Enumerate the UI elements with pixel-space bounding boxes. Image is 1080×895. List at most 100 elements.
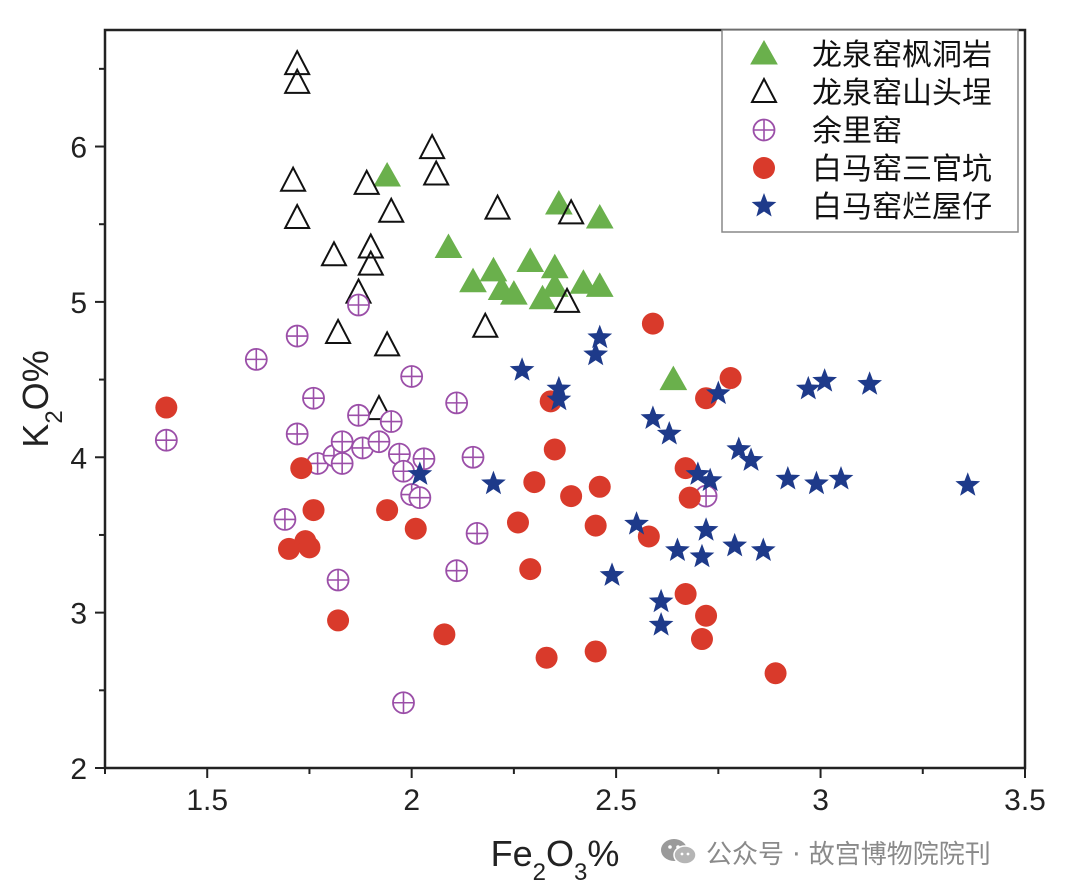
wechat-icon bbox=[661, 839, 697, 865]
y-tick-label: 3 bbox=[70, 598, 87, 631]
data-point bbox=[327, 609, 350, 632]
legend-marker bbox=[750, 76, 778, 103]
data-point bbox=[641, 312, 664, 335]
data-point bbox=[648, 612, 674, 636]
data-point bbox=[298, 536, 321, 559]
data-points bbox=[154, 49, 981, 715]
data-point bbox=[326, 568, 350, 592]
data-point bbox=[506, 511, 529, 534]
data-point bbox=[812, 368, 838, 392]
y-axis-title: K2O% bbox=[15, 350, 68, 447]
y-tick-label: 4 bbox=[70, 442, 87, 475]
data-point bbox=[244, 347, 268, 371]
data-point bbox=[373, 330, 401, 357]
legend-marker bbox=[752, 118, 776, 142]
data-point bbox=[445, 559, 469, 583]
x-tick-label: 2 bbox=[403, 784, 420, 817]
data-point bbox=[465, 521, 489, 545]
data-point bbox=[154, 428, 178, 452]
data-point bbox=[553, 286, 581, 313]
data-point bbox=[588, 475, 611, 498]
x-tick-label: 2.5 bbox=[595, 784, 637, 817]
data-point bbox=[955, 472, 981, 496]
data-point bbox=[560, 485, 583, 508]
data-point bbox=[445, 391, 469, 415]
data-point bbox=[330, 430, 354, 454]
legend-label: 白马窑三官坑 bbox=[812, 152, 992, 187]
legend-label: 龙泉窑山头埕 bbox=[812, 76, 992, 111]
data-point bbox=[535, 646, 558, 669]
data-point bbox=[569, 269, 598, 294]
data-point bbox=[674, 582, 697, 605]
data-point bbox=[483, 193, 512, 220]
data-point bbox=[587, 324, 613, 349]
watermark: 公众号 · 故宫博物院院刊 bbox=[660, 832, 991, 872]
data-point bbox=[302, 386, 325, 410]
data-point bbox=[690, 628, 713, 651]
data-point bbox=[659, 365, 688, 391]
data-point bbox=[689, 543, 715, 568]
data-point bbox=[546, 386, 572, 411]
data-point bbox=[279, 165, 307, 192]
y-tick-label: 2 bbox=[70, 753, 87, 786]
legend-marker bbox=[750, 39, 778, 65]
data-point bbox=[278, 537, 300, 560]
x-axis-title: Fe2O3% bbox=[491, 833, 620, 886]
data-point bbox=[353, 168, 381, 195]
data-point bbox=[516, 247, 545, 272]
legend-label: 余里窑 bbox=[812, 114, 902, 149]
x-tick-label: 3 bbox=[812, 784, 829, 817]
data-point bbox=[433, 623, 456, 646]
data-point bbox=[367, 430, 391, 454]
data-point bbox=[379, 410, 403, 433]
legend-item: 白马窑烂屋仔 bbox=[751, 190, 992, 225]
data-point bbox=[481, 470, 506, 495]
legend-label: 龙泉窑枫洞岩 bbox=[812, 38, 992, 73]
data-point bbox=[519, 558, 542, 581]
data-point bbox=[404, 517, 427, 540]
data-point bbox=[828, 466, 854, 490]
data-point bbox=[285, 324, 309, 348]
data-point bbox=[392, 691, 415, 715]
data-point bbox=[726, 436, 752, 461]
data-point bbox=[365, 393, 393, 421]
watermark-text: 公众号 · 故宫博物院院刊 bbox=[706, 839, 991, 870]
data-point bbox=[459, 267, 487, 293]
series-4 bbox=[155, 312, 787, 685]
legend-marker bbox=[753, 157, 775, 179]
data-point bbox=[418, 132, 446, 160]
plot-border bbox=[103, 28, 1027, 770]
data-point bbox=[373, 162, 401, 187]
y-tick-label: 5 bbox=[70, 287, 87, 320]
data-point bbox=[412, 447, 436, 471]
data-point bbox=[528, 284, 557, 310]
y-axis: 2 3 4 5 6 bbox=[70, 67, 105, 786]
data-point bbox=[722, 532, 748, 557]
data-point bbox=[685, 461, 711, 485]
data-point bbox=[330, 452, 354, 475]
data-point bbox=[584, 640, 607, 663]
data-point bbox=[434, 233, 463, 259]
data-point bbox=[738, 447, 764, 471]
data-point bbox=[479, 256, 508, 282]
data-point bbox=[290, 457, 313, 480]
data-point bbox=[377, 196, 405, 223]
data-point bbox=[523, 471, 546, 494]
legend-item: 龙泉窑山头埕 bbox=[750, 76, 992, 111]
legend-item: 白马窑三官坑 bbox=[753, 152, 992, 187]
data-point bbox=[543, 438, 566, 461]
data-point bbox=[422, 159, 450, 186]
data-point bbox=[302, 499, 325, 522]
data-point bbox=[585, 272, 614, 297]
axis-titles: Fe2O3% K2O% bbox=[15, 350, 619, 885]
data-point bbox=[599, 562, 625, 586]
data-point bbox=[320, 240, 348, 267]
series-2 bbox=[279, 49, 585, 421]
data-point bbox=[764, 662, 787, 685]
data-point bbox=[795, 375, 821, 400]
data-point bbox=[283, 202, 311, 229]
data-point bbox=[540, 272, 569, 297]
data-point bbox=[407, 461, 433, 485]
